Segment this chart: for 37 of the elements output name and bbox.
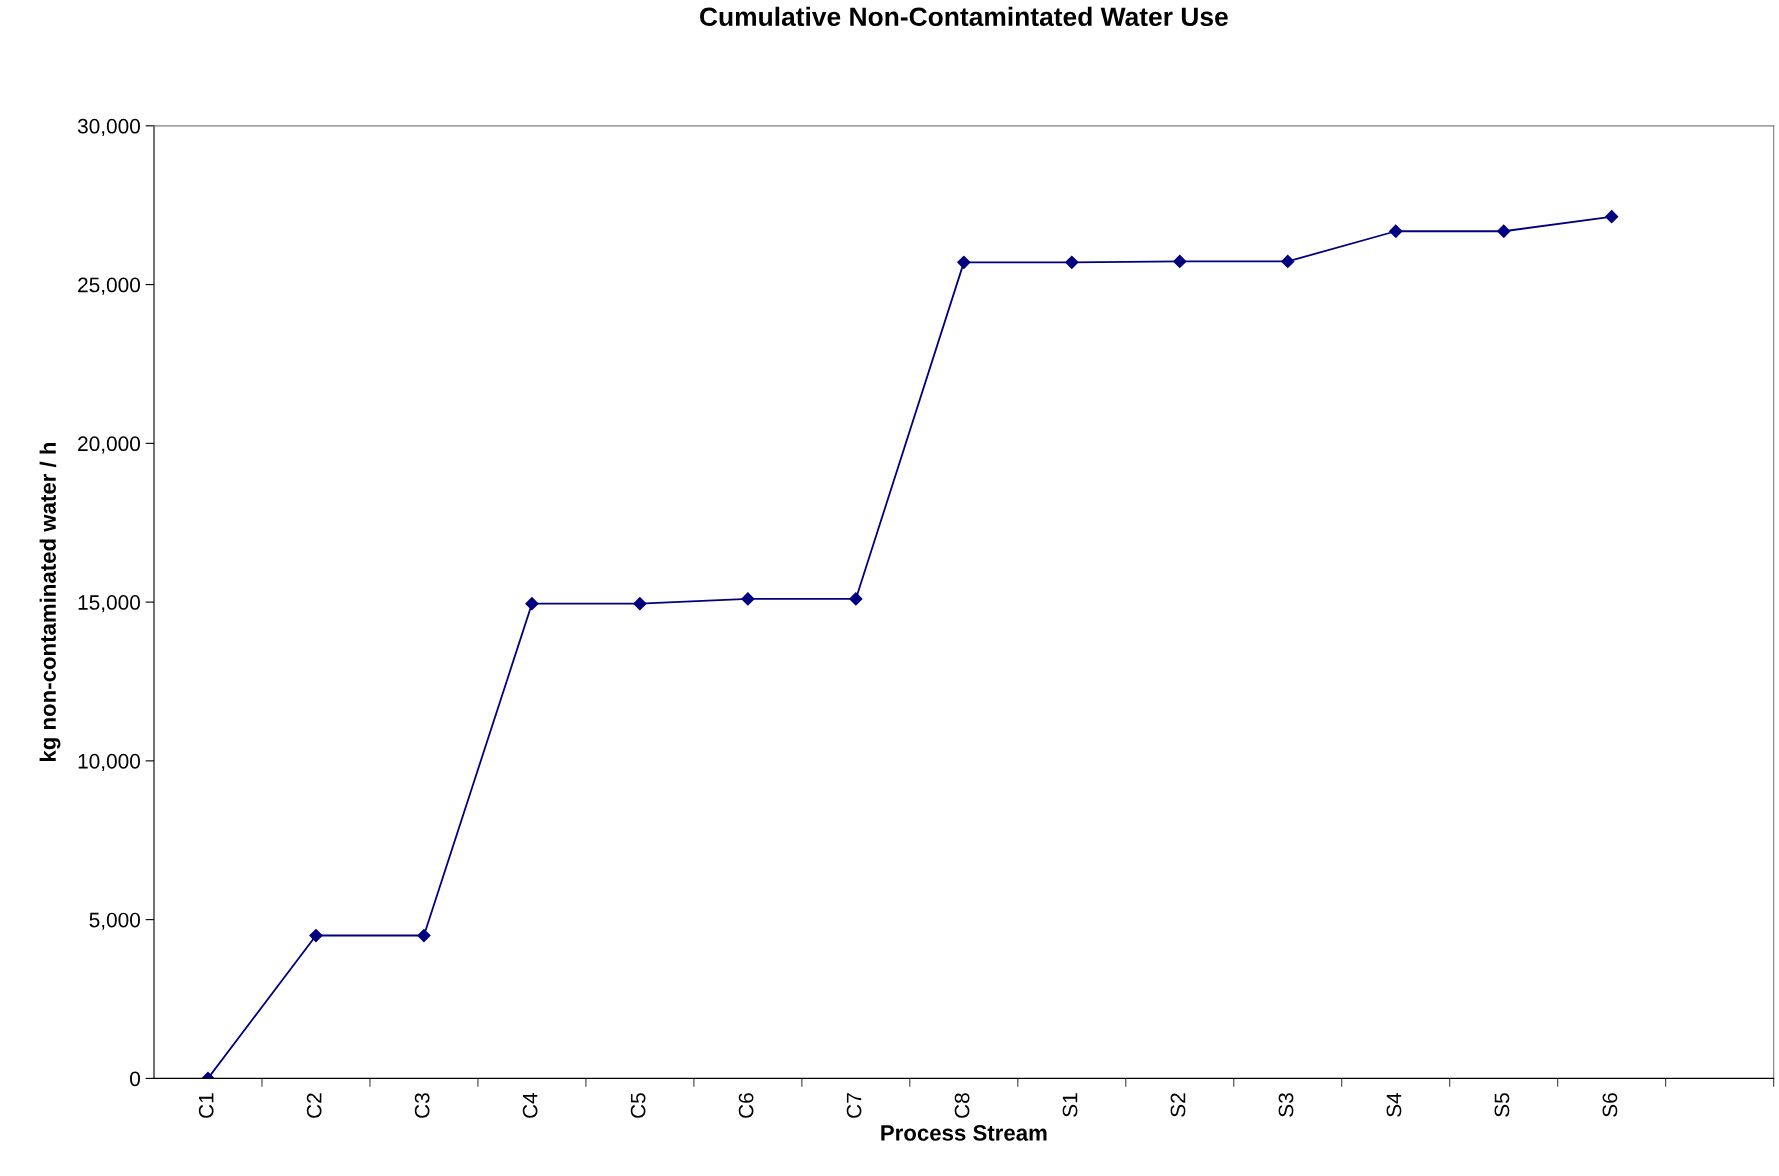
x-axis-title: Process Stream	[881, 1125, 1047, 1141]
x-tick-label: S4	[1386, 1092, 1402, 1117]
y-tick-label: 0	[130, 1071, 140, 1087]
y-tick-label: 5,000	[89, 912, 140, 930]
x-tick-label: S1	[1062, 1093, 1078, 1117]
point	[849, 592, 863, 606]
x-tick-label: C7	[846, 1093, 862, 1118]
x-tick-label: S5	[1494, 1093, 1510, 1117]
point	[1497, 224, 1511, 238]
x-tick-label: C8	[954, 1093, 970, 1118]
y-tick-label: 10,000	[78, 753, 140, 772]
point	[1281, 254, 1295, 269]
y-axis-title: kg non-contaminated water / h	[39, 442, 61, 762]
point	[417, 928, 431, 943]
x-tick-label: C1	[198, 1093, 214, 1118]
y-tick-label: 30,000	[77, 118, 140, 137]
point	[1065, 255, 1079, 269]
y-tick-label: 20,000	[78, 436, 140, 454]
x-tick-label: C6	[738, 1093, 754, 1118]
x-tick-label: C2	[306, 1093, 322, 1118]
x-tick-label: S2	[1170, 1093, 1186, 1117]
chart-title: Cumulative Non-Contamintated Water Use	[700, 6, 1228, 27]
y-tick-label: 25,000	[78, 277, 140, 295]
x-tick-label: S6	[1602, 1093, 1618, 1117]
y-tick-label: 15,000	[78, 595, 140, 613]
x-tick-label: S3	[1278, 1093, 1294, 1117]
x-tick-label: C3	[414, 1093, 430, 1118]
point	[309, 928, 323, 943]
point	[525, 597, 539, 611]
point	[633, 597, 647, 611]
point	[1389, 224, 1403, 238]
x-tick-label: C5	[630, 1093, 646, 1118]
point	[1173, 254, 1187, 269]
x-tick-label: C4	[522, 1092, 538, 1118]
point	[957, 255, 971, 269]
point	[1605, 210, 1619, 224]
point	[741, 592, 755, 606]
